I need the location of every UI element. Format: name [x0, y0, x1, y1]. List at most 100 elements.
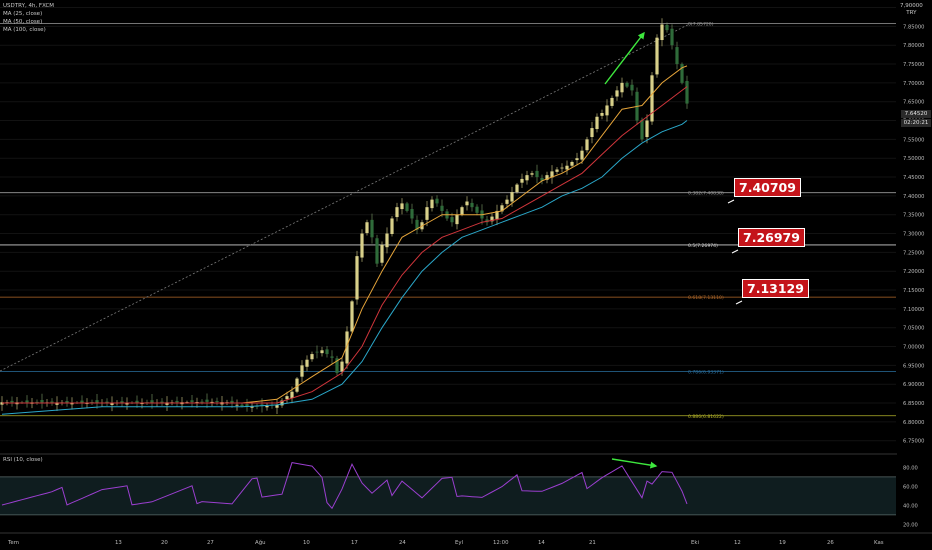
ma-line-1: [2, 86, 688, 404]
candle-body: [315, 351, 319, 353]
symbol-label[interactable]: USDTRY, 4h, FXCM: [3, 3, 55, 9]
rsi-path: [1, 462, 688, 510]
price-tick-label: 6.85000: [903, 401, 924, 407]
candle-body: [500, 205, 504, 212]
candle-body: [595, 116, 599, 130]
callout-price-3[interactable]: 7.13129: [742, 279, 809, 298]
last-price-label: 7.64520: [901, 110, 931, 118]
callout-price-1[interactable]: 7.40709: [734, 178, 801, 197]
candle-body: [580, 150, 584, 160]
grid-lines: [0, 7, 896, 442]
candle-body: [110, 402, 114, 405]
candle-body: [335, 358, 339, 373]
rsi-panel-background: [0, 453, 932, 516]
candle-body: [280, 400, 284, 406]
time-tick-label: 27: [207, 540, 214, 546]
candle-body: [390, 218, 394, 235]
currency-unit: TRY: [906, 10, 917, 16]
price-tick-label: 7.40000: [903, 194, 924, 200]
price-tick-label: 7.30000: [903, 232, 924, 238]
candle-body: [90, 402, 94, 403]
candle-body: [425, 207, 429, 220]
price-up-arrow: [604, 31, 645, 85]
time-tick-label: 26: [827, 540, 834, 546]
candle-body: [375, 238, 379, 264]
candle-body: [35, 401, 39, 403]
candle-body: [300, 365, 304, 377]
candle-body: [640, 120, 644, 140]
candle-body: [165, 402, 169, 405]
candle-body: [325, 349, 329, 355]
time-axis[interactable]: Tem 13 20 27 Ağu 10 17 24 Eyl 12:00 14 21 Eki 12 19 26 K…: [0, 532, 932, 546]
rsi-legend[interactable]: RSI (10, close): [3, 457, 43, 463]
price-tick-label: 7.15000: [903, 288, 924, 294]
ma-line-2: [1, 120, 688, 415]
candle-body: [575, 158, 579, 161]
time-tick-label: Eyl: [455, 540, 463, 546]
candle-body: [600, 113, 604, 116]
price-tick-label: 7.20000: [903, 269, 924, 275]
countdown-label: 02:20:21: [901, 119, 931, 127]
candle-body: [560, 167, 564, 169]
time-tick-label: 14: [538, 540, 545, 546]
callout-price-2[interactable]: 7.26979: [738, 228, 805, 247]
chart-legend: USDTRY, 4h, FXCM MA (25, close) MA (50, …: [3, 2, 54, 34]
price-tick-label: 7.25000: [903, 250, 924, 256]
candle-body: [80, 400, 84, 403]
fib-retracement[interactable]: 0(7.85720) 0.382(7.40838) 0.5(7.26974) 0.61…: [0, 22, 896, 420]
candle-body: [275, 404, 279, 408]
candle-body: [385, 233, 389, 248]
fib-label-1: 0.382(7.40838): [688, 191, 724, 197]
candle-body: [460, 207, 464, 215]
rsi-tick-label: 80.00: [903, 465, 918, 471]
time-tick-label: Eki: [691, 540, 699, 546]
price-tick-label: 7.00000: [903, 345, 924, 351]
candle-body: [545, 175, 549, 180]
candle-body: [400, 203, 404, 210]
rsi-axis[interactable]: 80.00 60.00 40.00 20.00: [903, 465, 918, 528]
candle-body: [295, 378, 299, 392]
time-tick-label: 10: [303, 540, 310, 546]
candle-body: [285, 396, 289, 400]
time-tick-label: 17: [351, 540, 358, 546]
candle-body: [0, 402, 4, 405]
ma100-label[interactable]: MA (100, close): [3, 27, 46, 33]
candle-body: [470, 202, 474, 208]
candles: [0, 18, 689, 414]
price-tick-label: 7.75000: [903, 62, 924, 68]
candle-body: [25, 400, 29, 403]
fib-label-5: 0.886(6.81622): [688, 414, 724, 420]
candle-body: [95, 400, 99, 403]
candle-body: [505, 199, 509, 204]
candle-body: [530, 173, 534, 175]
rsi-tick-label: 40.00: [903, 503, 918, 509]
time-tick-label: Kas: [874, 540, 884, 546]
price-axis[interactable]: 7.850007.800007.750007.700007.650007.600…: [897, 0, 932, 532]
candle-body: [340, 361, 344, 372]
price-tick-label: 7.55000: [903, 137, 924, 143]
moving-averages: [1, 65, 688, 415]
candle-body: [250, 406, 254, 408]
candle-body: [120, 401, 124, 403]
rsi-divergence-arrow: [611, 458, 658, 469]
candle-body: [65, 401, 69, 403]
trend-line[interactable]: [0, 23, 691, 372]
price-tick-label: 7.65000: [903, 100, 924, 106]
candle-body: [570, 161, 574, 166]
candle-body: [525, 175, 529, 181]
candle-body: [455, 214, 459, 225]
callout-leader-2: [735, 300, 743, 305]
candle-body: [510, 192, 514, 202]
time-tick-label: Ağu: [255, 539, 266, 546]
candle-body: [330, 356, 334, 358]
candle-body: [625, 82, 629, 87]
annotation-arrows[interactable]: [604, 31, 658, 469]
time-tick-label: 12: [734, 540, 741, 546]
time-tick-label: Tem: [7, 540, 19, 546]
candle-body: [215, 400, 219, 403]
ma25-label[interactable]: MA (25, close): [3, 11, 43, 17]
ma50-label[interactable]: MA (50, close): [3, 19, 43, 25]
candle-body: [230, 400, 234, 404]
candle-body: [10, 400, 14, 403]
